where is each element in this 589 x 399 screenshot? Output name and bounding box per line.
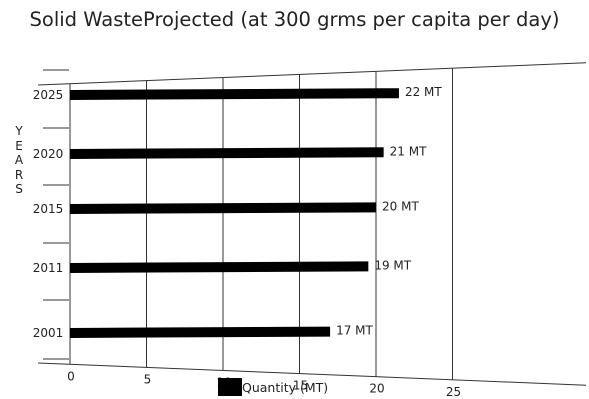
y-category-label: 2011 — [33, 261, 64, 275]
y-category-label: 2015 — [33, 202, 64, 216]
bar — [70, 326, 331, 338]
x-tick-label: 20 — [369, 382, 384, 396]
x-tick-label: 0 — [67, 369, 75, 383]
y-category-label: 2001 — [33, 326, 64, 340]
grid-layer — [37, 62, 587, 386]
bar — [70, 88, 399, 100]
bar — [70, 261, 369, 273]
legend: Quantity (MT) — [218, 377, 328, 397]
y-axis-letter: E — [15, 138, 23, 153]
y-axis-letter: A — [14, 153, 24, 168]
y-axis-letter: Y — [15, 124, 23, 138]
y-axis-letter: R — [14, 167, 24, 182]
legend-label: Quantity (MT) — [242, 379, 329, 395]
bar — [70, 202, 376, 214]
x-tick-label: 15 — [293, 379, 308, 393]
data-label: 17 MT — [336, 324, 373, 338]
y-axis-letter: S — [15, 182, 23, 197]
data-label: 19 MT — [374, 258, 411, 272]
bar — [70, 147, 384, 159]
plot-border-bottom — [37, 362, 587, 386]
data-label: 20 MT — [382, 199, 419, 213]
x-tick-label: 25 — [446, 385, 461, 399]
data-label: 22 MT — [405, 85, 442, 99]
x-tick-label: 5 — [144, 372, 152, 386]
y-category-label: 2025 — [33, 88, 64, 102]
bar-layer — [70, 88, 399, 338]
chart-title: Solid WasteProjected (at 300 grms per ca… — [29, 8, 560, 31]
y-category-label: 2020 — [33, 147, 64, 161]
legend-swatch — [218, 378, 242, 396]
plot-border-top — [37, 62, 587, 86]
data-label: 21 MT — [390, 144, 427, 158]
